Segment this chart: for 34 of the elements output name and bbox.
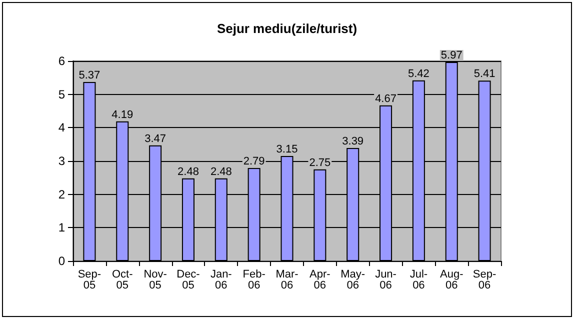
data-label: 2.48 [178, 166, 199, 178]
x-tick-label: Oct-05 [112, 268, 134, 292]
data-label: 3.47 [144, 132, 166, 145]
data-label: 5.41 [474, 68, 496, 80]
x-tick-label: Apr-06 [310, 268, 331, 292]
chart-title: Sejur mediu(zile/turist) [216, 21, 358, 36]
y-tick-label: 1 [58, 220, 66, 235]
y-tick-label: 6 [58, 54, 66, 68]
x-tick-label: Aug-06 [440, 268, 464, 292]
data-label: 3.15 [276, 144, 298, 156]
x-tick-label: Jun-06 [375, 268, 397, 292]
data-label: 5.42 [408, 68, 430, 80]
y-tick-label: 4 [58, 120, 66, 135]
y-tick-label: 3 [58, 154, 66, 168]
x-tick-label: Sep-05 [78, 268, 102, 292]
data-label: 4.67 [375, 92, 396, 105]
y-tick-label: 2 [58, 187, 66, 202]
x-tick-label: Mar-06 [276, 268, 299, 292]
x-tick-label: Feb-06 [242, 268, 266, 292]
x-tick-label: May-06 [340, 268, 366, 292]
x-tick-label: Dec-05 [176, 268, 200, 292]
data-label: 2.75 [309, 156, 331, 169]
y-tick-label: 5 [58, 87, 66, 102]
data-label: 5.97 [440, 50, 462, 62]
x-tick-label: Jan-06 [210, 268, 232, 292]
y-tick-label: 0 [58, 254, 66, 268]
data-label: 3.39 [342, 136, 364, 148]
x-tick-label: Sep-06 [472, 268, 496, 292]
x-tick-label: Jul-06 [410, 268, 428, 292]
data-label: 5.37 [78, 70, 100, 82]
data-label: 4.19 [112, 108, 134, 121]
data-label: 2.48 [210, 166, 232, 178]
x-tick-label: Nov-05 [144, 268, 168, 292]
data-label: 2.79 [243, 156, 265, 168]
